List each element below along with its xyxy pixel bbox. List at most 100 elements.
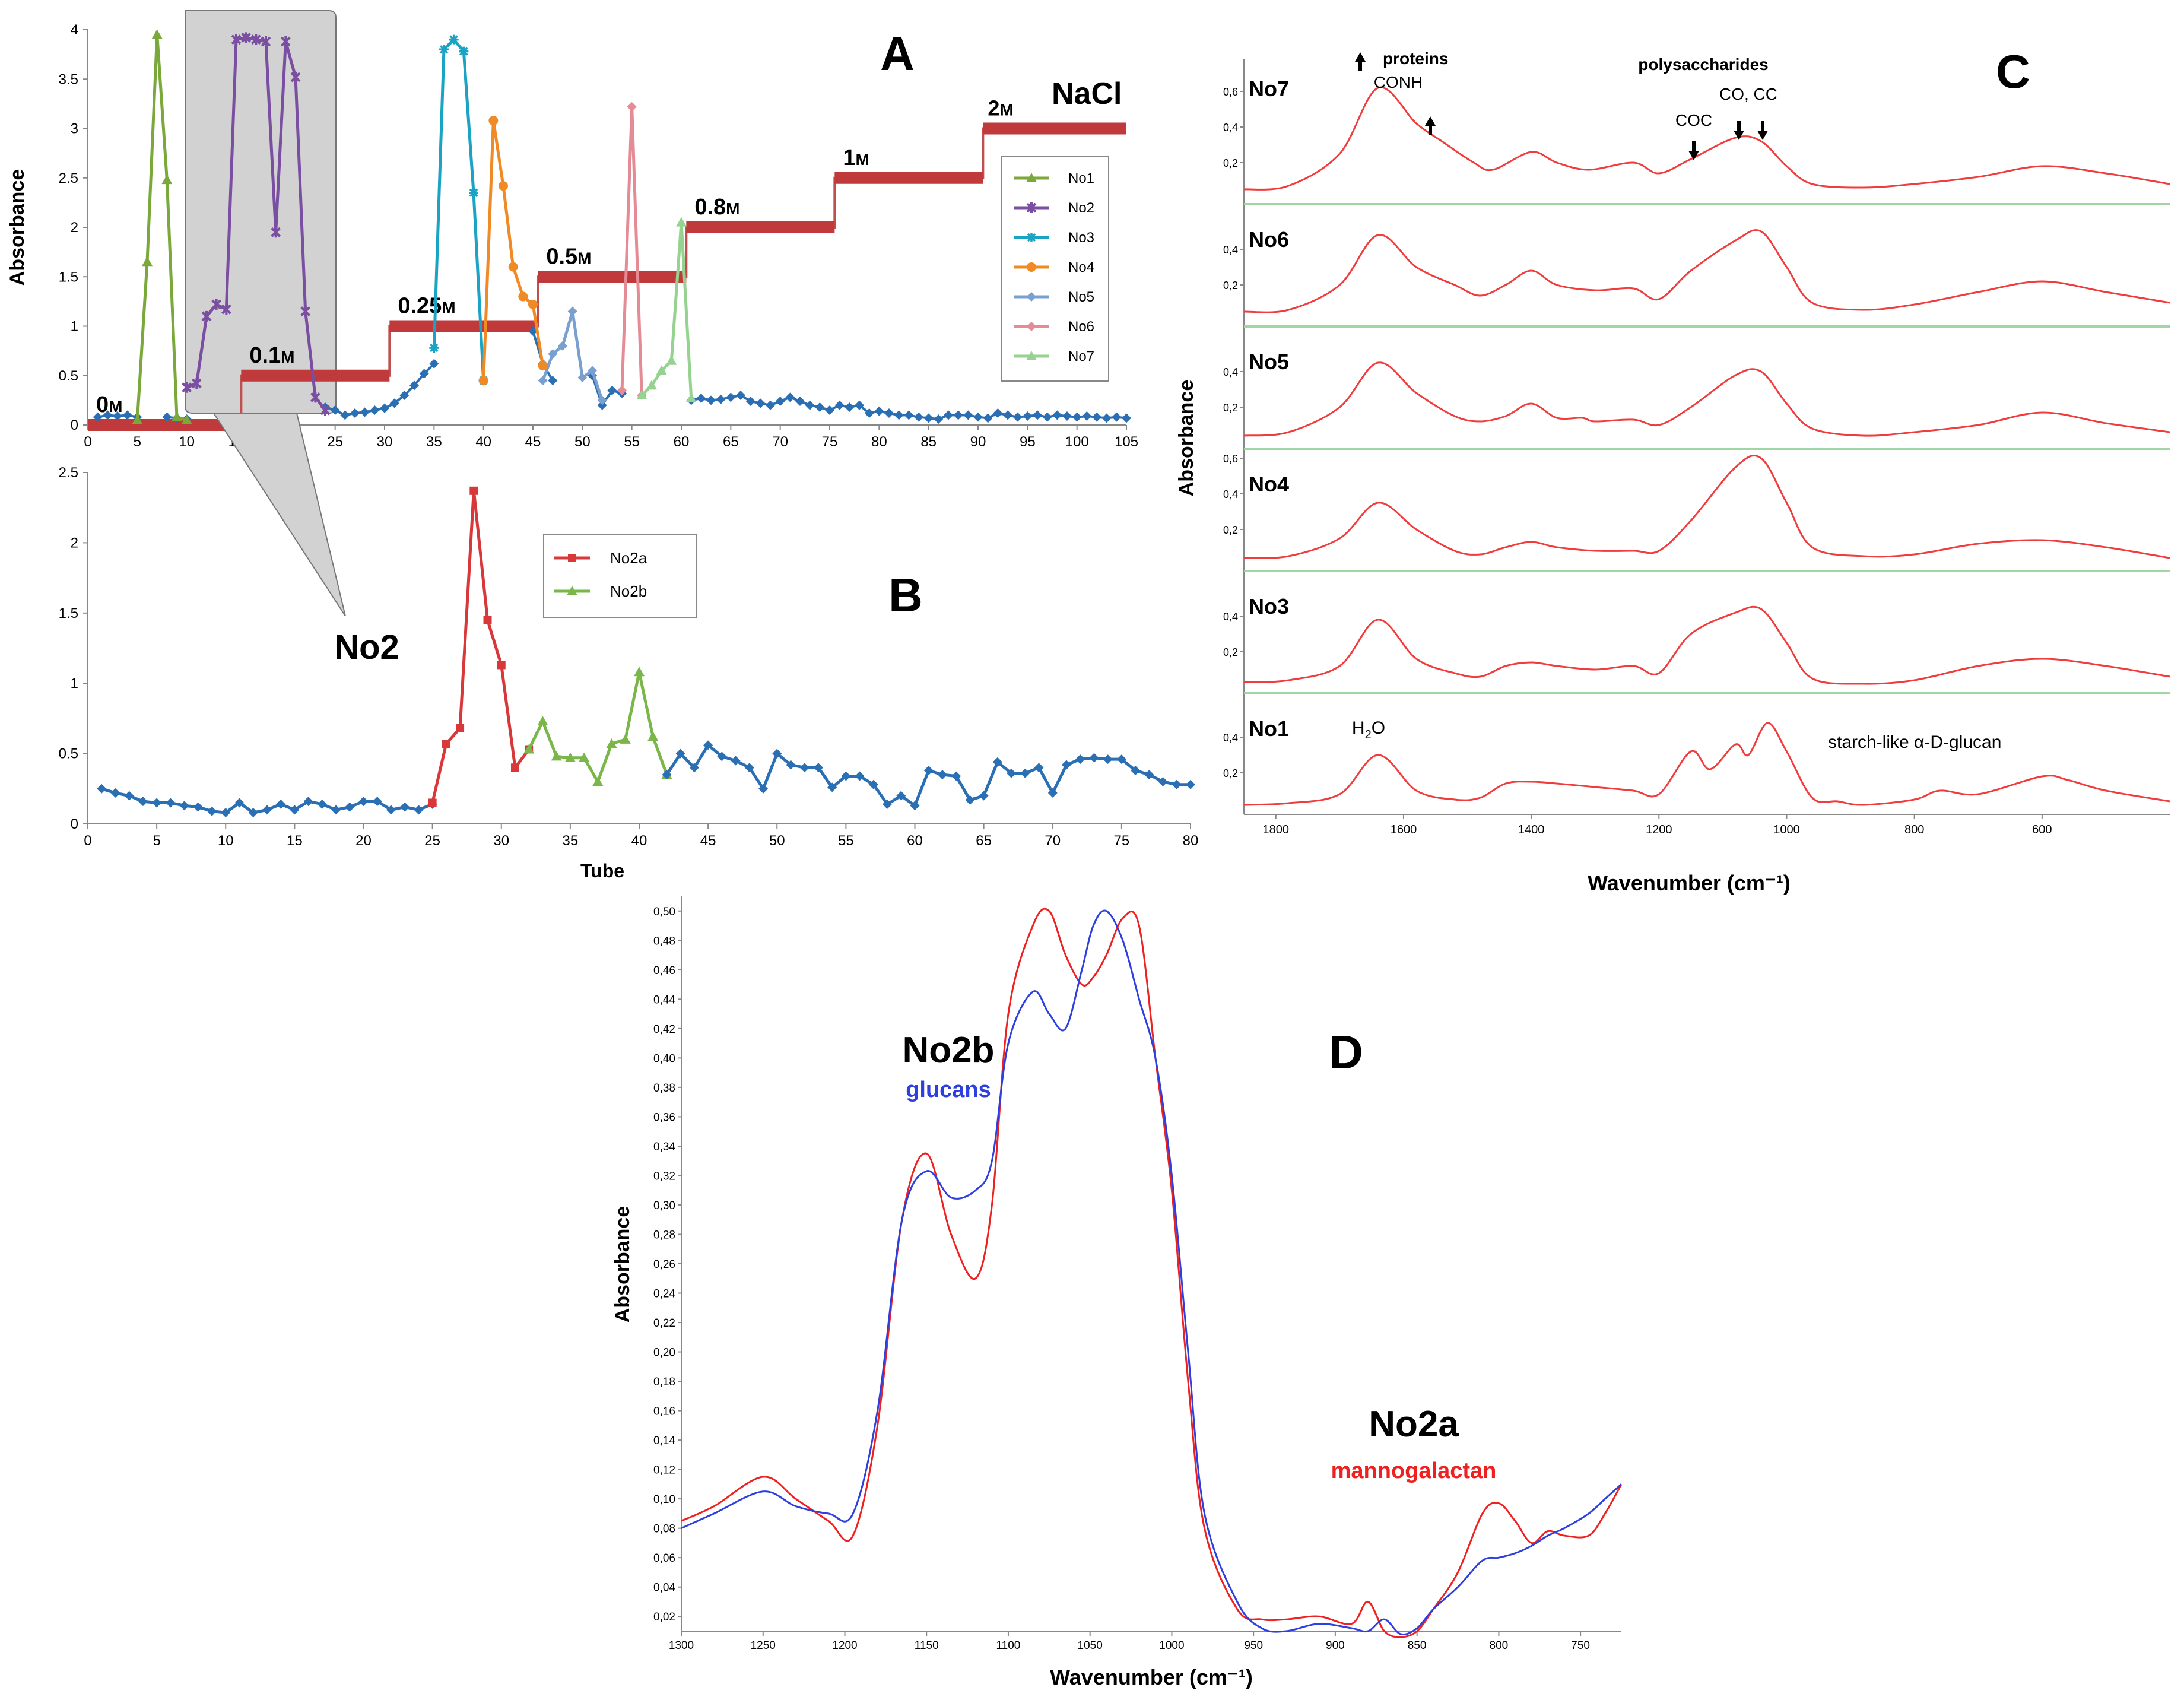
x-tick-label: 5 [134, 434, 141, 450]
x-tick-label: 0 [84, 833, 91, 849]
data-point-No2b [647, 731, 659, 741]
data-point-baseline [914, 412, 923, 422]
data-point-baseline2 [855, 771, 865, 781]
legend-label-No2: No2 [1068, 200, 1094, 216]
data-point-baseline2 [1047, 788, 1058, 798]
panel-c: No7 0,6 0,4 0,2 No6 0,4 0,2 No5 0,4 0,2 No4 0,6 0,4 0… [1175, 45, 2170, 895]
y-tick-label: 2.5 [59, 465, 78, 481]
arrow-down-icon [1757, 121, 1768, 140]
series-line-no2a [681, 908, 1623, 1638]
data-point-No2a [497, 661, 506, 670]
nacl-label: NaCl [1052, 77, 1122, 111]
data-point-baseline [845, 402, 855, 413]
data-point-baseline [716, 394, 726, 404]
y-tick-label: 0.5 [59, 368, 78, 384]
data-point-baseline [785, 392, 795, 402]
data-point-No5 [577, 373, 588, 383]
spectrum-label-No4: No4 [1249, 472, 1289, 496]
data-point-baseline [419, 369, 429, 379]
data-point-baseline [755, 398, 766, 408]
data-point-No2 [261, 36, 271, 47]
data-point-baseline [360, 407, 370, 417]
y-tick-label: 0,4 [1223, 611, 1238, 623]
data-point-baseline [399, 391, 410, 401]
y-tick-label: 0,06 [653, 1552, 675, 1565]
salt-step-label: 0.25M [398, 294, 455, 319]
x-tick-label: 85 [920, 434, 937, 450]
x-tick-label: 75 [1114, 833, 1130, 849]
label-no2a: No2a [1369, 1404, 1459, 1445]
y-tick-label: 0,50 [653, 906, 675, 918]
data-point-baseline [944, 410, 953, 420]
data-point-baseline [894, 410, 904, 420]
x-tick-label: 1200 [1646, 823, 1672, 836]
data-point-baseline [1072, 412, 1082, 422]
x-tick-label: 50 [574, 434, 591, 450]
data-point-baseline [276, 799, 286, 809]
x-tick-label: 1300 [669, 1639, 694, 1652]
annotation-polysaccharides: polysaccharides [1638, 55, 1768, 74]
data-point-No2a [456, 724, 465, 732]
salt-step-label: 0.1M [249, 343, 294, 368]
data-point-baseline2 [910, 801, 920, 811]
data-point-baseline [874, 406, 884, 416]
data-point-baseline [221, 808, 231, 818]
data-point-baseline2 [1172, 779, 1182, 789]
series-line-No1 [135, 34, 188, 422]
data-point-baseline [380, 403, 389, 413]
y-tick-label: 0,14 [653, 1435, 675, 1447]
x-tick-label: 800 [1904, 823, 1924, 836]
data-point-baseline [864, 408, 874, 418]
data-point-baseline2 [1061, 760, 1071, 770]
x-tick-label: 55 [838, 833, 854, 849]
panel-d: 0,02 0,04 0,06 0,08 0,10 0,12 0,14 0,16 0,18 0,20… [611, 896, 1623, 1689]
data-point-baseline [775, 397, 785, 407]
data-point-baseline2 [1158, 776, 1168, 786]
data-point-baseline [1122, 413, 1131, 423]
spectrum-No6 [1243, 229, 2170, 313]
data-point-baseline [726, 392, 736, 402]
data-point-baseline [1042, 412, 1052, 422]
data-point-baseline [303, 797, 313, 807]
y-tick-label: 0,6 [1223, 86, 1238, 98]
data-point-baseline2 [662, 770, 672, 780]
x-tick-label: 1000 [1773, 823, 1800, 836]
callout-label: No2 [334, 628, 399, 667]
annotation-proteins: proteins [1383, 49, 1448, 68]
data-point-baseline [983, 413, 993, 423]
legend-marker-No2 [1026, 202, 1037, 213]
data-point-baseline [953, 410, 963, 420]
label-mannogalactan: mannogalactan [1331, 1458, 1497, 1483]
y-tick-label: 0,32 [653, 1170, 675, 1182]
panel-title: B [888, 569, 923, 621]
data-point-baseline [1003, 410, 1012, 420]
data-point-No1 [181, 414, 192, 424]
y-tick-label: 0 [71, 816, 78, 832]
x-tick-label: 35 [426, 434, 442, 450]
data-point-No7 [676, 217, 687, 227]
x-tick-label: 1150 [915, 1639, 939, 1652]
data-point-baseline [386, 805, 396, 815]
data-point-baseline [1112, 412, 1122, 422]
legend-label-No2a: No2a [610, 549, 647, 567]
data-point-No2a [442, 740, 450, 748]
y-tick-label: 0,4 [1223, 489, 1238, 500]
legend-marker-No1 [1026, 173, 1037, 182]
data-point-baseline2 [965, 795, 975, 805]
data-point-No2a [428, 798, 437, 807]
y-tick-label: 0,28 [653, 1229, 675, 1241]
data-point-baseline [290, 805, 300, 815]
data-point-baseline [1023, 411, 1033, 421]
legend-marker-No6 [1027, 322, 1036, 331]
x-tick-label: 40 [475, 434, 491, 450]
y-tick-label: 0 [71, 417, 78, 433]
data-point-baseline2 [813, 763, 823, 773]
y-tick-label: 0.5 [59, 746, 78, 762]
salt-step-label: 2M [988, 96, 1013, 120]
data-point-No6 [617, 385, 627, 395]
data-point-No1 [132, 414, 143, 424]
legend-marker-No3 [1027, 233, 1036, 242]
spectrum-label-No3: No3 [1249, 594, 1289, 619]
x-tick-label: 35 [563, 833, 579, 849]
y-tick-label: 1 [71, 675, 78, 692]
